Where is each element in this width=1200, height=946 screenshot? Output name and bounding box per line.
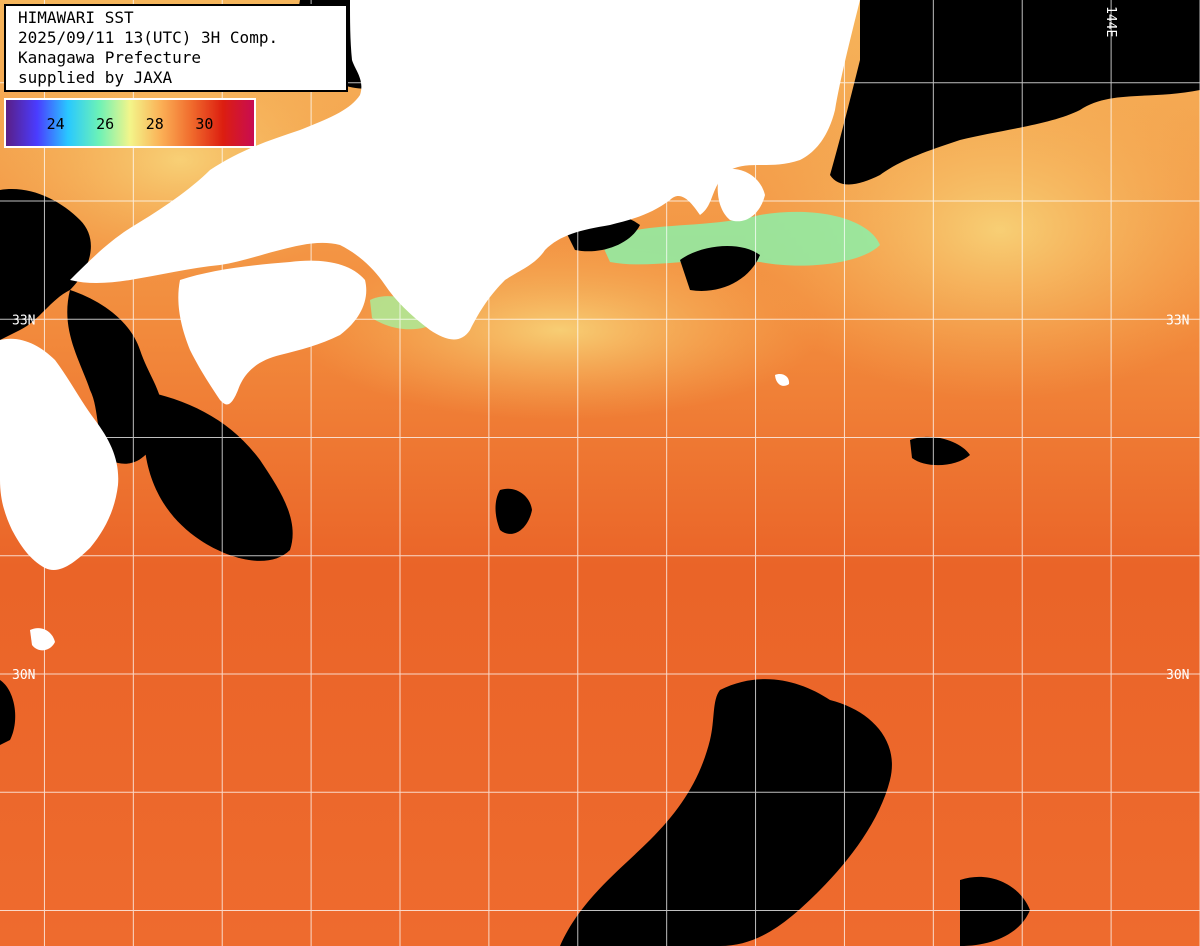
info-box: HIMAWARI SST 2025/09/11 13(UTC) 3H Comp.… (4, 4, 348, 92)
latitude-label: 33N (12, 313, 35, 328)
product-title: HIMAWARI SST (18, 8, 134, 27)
longitude-label: 136E (392, 6, 407, 37)
data-credit: supplied by JAXA (18, 68, 173, 87)
land-honshu (70, 0, 860, 340)
land-kyushu (0, 338, 119, 570)
land-mask (0, 0, 860, 651)
land-island (30, 628, 55, 651)
graticule-labels: 136E 144E 33N 33N 30N 30N (12, 6, 1189, 683)
land-izu (717, 168, 765, 222)
colorbar-tick-label: 30 (195, 115, 213, 133)
land-shikoku (178, 260, 367, 405)
latitude-label: 33N (1166, 313, 1189, 328)
colorbar-tick-label: 26 (96, 115, 114, 133)
region-name: Kanagawa Prefecture (18, 48, 202, 67)
colorbar-tick-label: 28 (146, 115, 164, 133)
temperature-colorbar: 24 26 28 30 (4, 98, 256, 148)
colorbar-tick-label: 24 (47, 115, 65, 133)
latitude-label: 30N (1166, 668, 1189, 683)
latitude-label: 30N (12, 668, 35, 683)
land-island (775, 374, 790, 386)
observation-datetime: 2025/09/11 13(UTC) 3H Comp. (18, 28, 279, 47)
longitude-label: 144E (1103, 6, 1118, 37)
cold-water-patch (600, 211, 880, 266)
land-island (12, 374, 29, 392)
